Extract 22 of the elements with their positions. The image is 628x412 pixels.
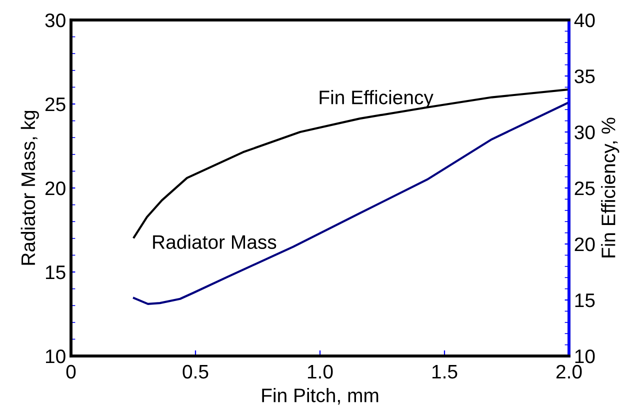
- y2-tick-label: 40: [574, 13, 595, 28]
- y2-tick-label: 15: [575, 294, 595, 308]
- series-label: Radiator Mass: [153, 234, 276, 249]
- x-tick-label: 0: [66, 364, 76, 379]
- y2-tick-label: 30: [574, 125, 595, 140]
- y-tick-label: 10: [46, 349, 66, 364]
- y2-tick-label: 10: [575, 349, 595, 364]
- series-label: Fin Efficiency: [320, 90, 434, 108]
- y2-tick-label: 25: [574, 181, 595, 196]
- x-tick-label: 1.5: [432, 365, 458, 379]
- y-tick-label: 30: [45, 13, 66, 28]
- x-axis-title: Fin Pitch, mm: [262, 388, 378, 405]
- y2-tick-label: 20: [574, 237, 595, 252]
- y-axis-title: Radiator Mass, kg: [20, 110, 39, 265]
- x-tick-label: 2.0: [556, 364, 582, 379]
- x-tick-label: 1.0: [308, 364, 333, 379]
- y2-tick-label: 35: [574, 69, 595, 84]
- y2-axis-title: Fin Efficiency, %: [601, 118, 620, 258]
- x-tick-label: 0.5: [182, 364, 208, 379]
- y-tick-label: 20: [45, 181, 66, 196]
- y-tick-label: 15: [46, 266, 66, 280]
- y-tick-label: 25: [45, 97, 66, 112]
